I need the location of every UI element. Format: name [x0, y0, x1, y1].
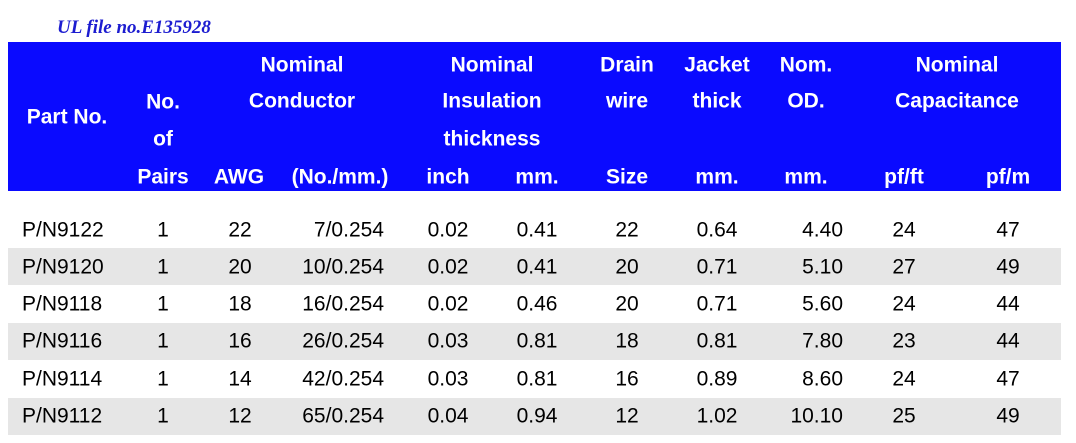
table-cell: 20 [615, 255, 639, 279]
row-stripe [8, 322, 1061, 360]
table-cell: 20 [615, 292, 639, 316]
table-cell: 1 [157, 292, 169, 316]
table-cell: P/N9112 [22, 404, 103, 428]
header-cell: Insulation [442, 89, 542, 113]
table-cell: 0.41 [516, 255, 558, 279]
table-cell: 8.60 [802, 367, 843, 391]
header-cell: of [153, 127, 173, 151]
table-cell: 24 [892, 292, 916, 316]
table-cell: 27 [892, 255, 916, 279]
caption: UL file no.E135928 [57, 17, 211, 38]
table-cell: 0.41 [516, 218, 558, 241]
table-cell: 25 [892, 404, 916, 428]
table-cell: P/N9122 [22, 218, 104, 241]
table-cell: 1 [157, 367, 169, 391]
table-cell: 1 [157, 218, 169, 241]
row-stripe [8, 248, 1061, 286]
header-cell: pf/ft [884, 165, 924, 189]
table-cell: P/N9118 [22, 292, 103, 316]
header-cell: Part No. [26, 105, 108, 129]
table-cell: 22 [615, 218, 639, 241]
table-cell: 44 [996, 329, 1020, 353]
table-cell: 0.71 [696, 292, 738, 316]
table-cell: 12 [228, 404, 252, 428]
table-cell: 16 [228, 329, 252, 353]
table-cell: 16/0.254 [302, 292, 384, 316]
table-cell: 0.64 [696, 218, 738, 241]
table-cell: 14 [228, 367, 252, 391]
table-cell: P/N9114 [22, 367, 103, 391]
header-cell: Nom. [779, 53, 833, 77]
header-cell: Jacket [684, 53, 750, 77]
header-cell: pf/m [985, 165, 1031, 189]
table-cell: P/N9120 [22, 255, 104, 279]
row-stripe [8, 397, 1061, 435]
header-cell: thickness [443, 127, 541, 151]
table-cell: 1.02 [696, 404, 738, 428]
table-cell: 0.04 [427, 404, 469, 428]
table-cell: 7/0.254 [313, 218, 384, 241]
header-cell: AWG [213, 165, 265, 189]
table-cell: 23 [892, 329, 916, 353]
header-cell: wire [605, 89, 649, 113]
table-cell: 0.03 [427, 367, 469, 391]
table-cell: 0.71 [696, 255, 738, 279]
table-cell: 10/0.254 [302, 255, 384, 279]
table-cell: 0.81 [516, 367, 558, 391]
table-cell: 1 [157, 404, 169, 428]
table-cell: 49 [996, 404, 1020, 428]
table-cell: 1 [157, 255, 169, 279]
header-cell: Capacitance [895, 89, 1019, 113]
table-cell: 0.46 [516, 292, 558, 316]
table-cell: 0.89 [696, 367, 738, 391]
table-cell: 1 [157, 329, 169, 353]
table-cell: 24 [892, 367, 916, 391]
header-cell: Nominal [915, 53, 999, 77]
table-cell: 22 [228, 218, 252, 241]
table-cell: 0.02 [427, 292, 469, 316]
table-cell: 5.10 [802, 255, 843, 279]
table-cell: 0.81 [696, 329, 738, 353]
header-cell: Drain [600, 53, 654, 77]
header-cell: thick [692, 89, 742, 113]
table-cell: 12 [615, 404, 639, 428]
table-cell: 49 [996, 255, 1020, 279]
header-cell: Nominal [450, 53, 534, 77]
table-cell: 0.94 [516, 404, 558, 428]
header-cell: inch [426, 165, 470, 189]
table-cell: 0.02 [427, 255, 469, 279]
table-cell: 0.02 [427, 218, 469, 241]
table-cell: 24 [892, 218, 916, 241]
table-cell: 42/0.254 [302, 367, 384, 391]
header-cell: mm. [515, 165, 559, 189]
table-cell: 18 [615, 329, 639, 353]
table-cell: P/N9116 [22, 329, 103, 353]
table-cell: 20 [228, 255, 252, 279]
header-cell: OD. [787, 89, 825, 113]
table-cell: 65/0.254 [302, 404, 384, 428]
table-cell: 18 [228, 292, 252, 316]
table-cell: 0.03 [427, 329, 469, 353]
header-cell: No. [146, 90, 180, 114]
header-cell: mm. [695, 165, 739, 189]
table-cell: 4.40 [802, 218, 843, 241]
table-cell: 0.81 [516, 329, 558, 353]
header-cell: mm. [784, 165, 828, 189]
header-cell: Size [605, 165, 649, 189]
header-cell: Conductor [248, 89, 356, 113]
header-cell: (No./mm.) [291, 165, 389, 189]
table-cell: 47 [996, 218, 1020, 241]
header-cell: Pairs [137, 165, 189, 189]
table-cell: 7.80 [802, 329, 843, 353]
table-cell: 44 [996, 292, 1020, 316]
table-cell: 26/0.254 [302, 329, 384, 353]
table-cell: 16 [615, 367, 639, 391]
header-cell: Nominal [260, 53, 344, 77]
table-cell: 5.60 [802, 292, 843, 316]
table-cell: 10.10 [790, 404, 843, 428]
table-cell: 47 [996, 367, 1020, 391]
header-background [8, 42, 1061, 191]
